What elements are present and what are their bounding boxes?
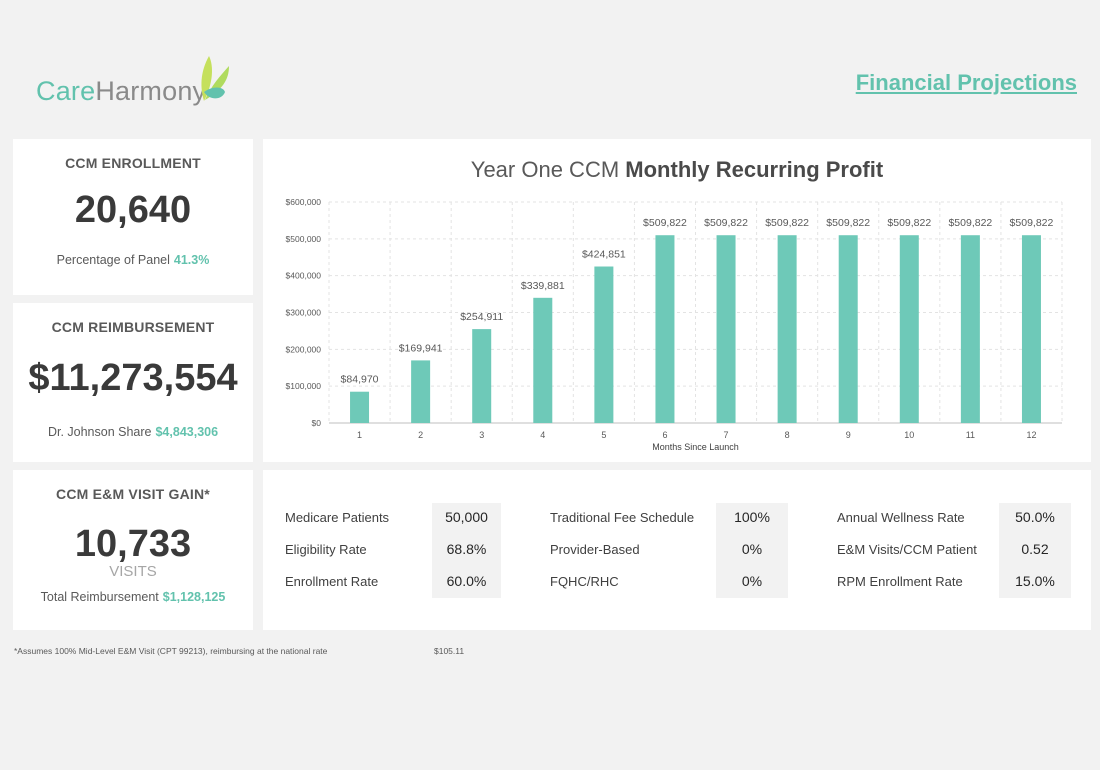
param-label: Enrollment Rate [285, 574, 378, 589]
bar-month-2 [411, 360, 430, 423]
ccm-enrollment-card: CCM ENROLLMENT 20,640 Percentage of Pane… [13, 139, 253, 295]
y-tick-label: $0 [312, 418, 322, 428]
ccm-reimbursement-card: CCM REIMBURSEMENT $11,273,554 Dr. Johnso… [13, 303, 253, 462]
reimbursement-sub: Dr. Johnson Share $4,843,306 [13, 425, 253, 439]
x-tick-label: 7 [724, 430, 729, 440]
param-value[interactable]: 60.0% [432, 573, 501, 589]
y-tick-label: $200,000 [286, 344, 322, 354]
x-axis-title: Months Since Launch [652, 442, 739, 452]
bar-data-label: $84,970 [341, 374, 379, 386]
x-tick-label: 10 [904, 430, 914, 440]
financial-projections-link[interactable]: Financial Projections [856, 70, 1077, 96]
bar-data-label: $169,941 [399, 342, 443, 354]
bar-data-label: $509,822 [643, 217, 687, 229]
monthly-profit-chart: $0 $100,000 $200,000 $300,000 $400,000 $500,0… [263, 139, 1091, 462]
visit-gain-title: CCM E&M VISIT GAIN* [13, 486, 253, 502]
x-tick-label: 11 [966, 430, 975, 440]
param-value[interactable]: 50,000 [432, 509, 501, 525]
bar-month-6 [655, 235, 674, 423]
enrollment-value: 20,640 [13, 189, 253, 232]
y-tick-label: $400,000 [286, 271, 322, 281]
butterfly-icon [196, 52, 230, 102]
param-value[interactable]: 15.0% [999, 573, 1071, 589]
visit-gain-unit: VISITS [13, 564, 253, 580]
y-tick-label: $100,000 [286, 381, 322, 391]
bar-month-4 [533, 298, 552, 423]
bar-month-8 [778, 235, 797, 423]
x-tick-label: 4 [540, 430, 545, 440]
x-tick-label: 3 [479, 430, 484, 440]
param-label: Medicare Patients [285, 510, 389, 525]
bar-data-label: $424,851 [582, 249, 626, 261]
footnote-value: $105.11 [434, 646, 464, 656]
enrollment-sub: Percentage of Panel 41.3% [13, 253, 253, 267]
param-value[interactable]: 100% [716, 509, 788, 525]
bar-data-label: $509,822 [765, 217, 809, 229]
param-label: E&M Visits/CCM Patient [837, 542, 977, 557]
bar-month-12 [1022, 235, 1041, 423]
footnote-text: *Assumes 100% Mid-Level E&M Visit (CPT 9… [14, 646, 327, 656]
param-label: Eligibility Rate [285, 542, 367, 557]
y-tick-label: $600,000 [286, 197, 322, 207]
reimbursement-value: $11,273,554 [13, 357, 253, 400]
bar-data-label: $509,822 [948, 217, 992, 229]
x-tick-label: 9 [846, 430, 851, 440]
bar-month-9 [839, 235, 858, 423]
x-tick-label: 5 [601, 430, 606, 440]
param-label: Annual Wellness Rate [837, 510, 965, 525]
param-value[interactable]: 0% [716, 573, 788, 589]
bar-month-11 [961, 235, 980, 423]
bar-month-10 [900, 235, 919, 423]
visit-gain-value: 10,733 [13, 524, 253, 564]
y-tick-label: $300,000 [286, 308, 322, 318]
profit-chart-card: Year One CCM Monthly Recurring Profit $0… [263, 139, 1091, 462]
x-tick-label: 8 [785, 430, 790, 440]
bar-data-label: $509,822 [704, 217, 748, 229]
x-tick-label: 1 [357, 430, 362, 440]
param-value[interactable]: 68.8% [432, 541, 501, 557]
bar-data-label: $339,881 [521, 280, 565, 292]
param-label: FQHC/RHC [550, 574, 619, 589]
x-tick-label: 2 [418, 430, 423, 440]
bar-month-3 [472, 329, 491, 423]
bar-data-label: $509,822 [1010, 217, 1054, 229]
ccm-visit-gain-card: CCM E&M VISIT GAIN* 10,733 VISITS Total … [13, 470, 253, 630]
parameters-card: Medicare Patients 50,000 Eligibility Rate 6… [263, 470, 1091, 630]
param-label: Provider-Based [550, 542, 640, 557]
y-tick-label: $500,000 [286, 234, 322, 244]
bar-data-label: $254,911 [460, 311, 503, 323]
enrollment-title: CCM ENROLLMENT [13, 155, 253, 171]
param-value[interactable]: 50.0% [999, 509, 1071, 525]
param-value[interactable]: 0% [716, 541, 788, 557]
bar-month-5 [594, 267, 613, 423]
bar-data-label: $509,822 [826, 217, 870, 229]
visit-gain-sub: Total Reimbursement $1,128,125 [13, 590, 253, 604]
bar-month-1 [350, 392, 369, 423]
reimbursement-title: CCM REIMBURSEMENT [13, 319, 253, 335]
x-tick-label: 12 [1026, 430, 1036, 440]
param-value[interactable]: 0.52 [999, 541, 1071, 557]
param-label: Traditional Fee Schedule [550, 510, 694, 525]
param-label: RPM Enrollment Rate [837, 574, 963, 589]
x-tick-label: 6 [662, 430, 667, 440]
logo-wordmark: CareHarmony [36, 76, 206, 107]
bar-data-label: $509,822 [887, 217, 931, 229]
bar-month-7 [717, 235, 736, 423]
